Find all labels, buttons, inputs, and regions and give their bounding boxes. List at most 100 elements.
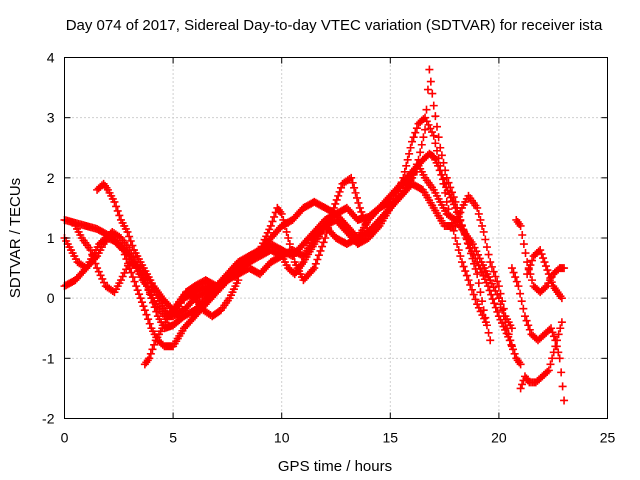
data-point — [476, 215, 485, 224]
data-point — [516, 221, 525, 230]
data-point — [130, 277, 139, 286]
data-point — [148, 345, 157, 354]
data-point — [520, 312, 529, 321]
data-point — [400, 167, 409, 176]
data-point — [133, 286, 142, 295]
data-point — [98, 274, 107, 283]
data-point — [473, 270, 482, 279]
data-point — [475, 254, 484, 263]
data-point — [473, 300, 482, 309]
data-point — [511, 273, 520, 282]
y-tick-label: 3 — [47, 110, 55, 126]
data-point — [539, 254, 548, 263]
data-point — [476, 307, 485, 316]
data-point — [126, 237, 135, 246]
data-point — [348, 178, 357, 187]
data-point — [519, 240, 528, 249]
data-point — [496, 300, 505, 309]
data-point — [478, 311, 487, 320]
data-point — [516, 289, 525, 298]
data-point — [514, 282, 523, 291]
data-point — [91, 259, 100, 268]
data-point — [474, 303, 483, 312]
data-point — [488, 295, 497, 304]
data-point — [471, 295, 480, 304]
data-point — [403, 155, 412, 164]
data-point — [140, 306, 149, 315]
series-track-d — [71, 173, 516, 333]
data-point — [509, 268, 518, 277]
data-point — [481, 235, 490, 244]
data-point — [321, 234, 330, 242]
data-point — [540, 258, 549, 267]
data-point — [117, 244, 126, 253]
x-tick-label: 10 — [274, 430, 290, 446]
data-point — [528, 276, 537, 285]
data-point — [541, 283, 550, 292]
data-point — [128, 241, 137, 250]
data-point — [423, 85, 432, 94]
data-point — [441, 188, 450, 197]
data-point — [120, 268, 129, 277]
data-point — [145, 319, 154, 328]
data-point — [449, 214, 458, 223]
data-point — [498, 306, 507, 315]
data-point — [547, 324, 556, 333]
y-tick-label: 2 — [47, 170, 55, 186]
data-point — [406, 174, 415, 183]
data-point — [116, 276, 125, 285]
data-point — [334, 191, 343, 200]
data-point — [510, 349, 519, 358]
data-point — [411, 128, 420, 137]
data-point — [469, 290, 478, 299]
data-point — [318, 242, 327, 251]
series-track-e — [93, 161, 516, 351]
data-point — [473, 203, 482, 212]
data-point — [557, 294, 566, 303]
data-point — [456, 252, 465, 261]
data-point — [429, 131, 438, 140]
y-tick-label: -1 — [42, 350, 55, 366]
data-point — [422, 105, 431, 114]
data-point — [503, 324, 512, 333]
data-point — [268, 217, 277, 226]
data-point — [431, 112, 440, 121]
data-point — [112, 202, 121, 211]
data-point — [329, 203, 338, 212]
data-point — [139, 302, 148, 311]
x-tick-label: 25 — [600, 430, 616, 446]
data-point — [476, 288, 485, 297]
data-point — [560, 396, 569, 405]
data-point — [426, 77, 435, 86]
data-point — [331, 199, 340, 208]
data-point — [457, 258, 466, 267]
data-point — [480, 314, 489, 323]
data-point — [491, 286, 500, 295]
data-point — [516, 384, 525, 393]
data-point — [80, 265, 89, 274]
chart-title: Day 074 of 2017, Sidereal Day-to-day VTE… — [66, 17, 603, 34]
data-point — [424, 120, 433, 129]
data-point — [499, 312, 508, 321]
data-point — [517, 297, 526, 306]
data-point — [541, 262, 550, 271]
data-point — [484, 250, 493, 259]
data-point — [451, 197, 460, 206]
data-point — [474, 250, 483, 259]
data-point — [551, 342, 560, 351]
data-point — [115, 211, 124, 220]
data-point — [544, 366, 553, 375]
data-point — [266, 221, 275, 230]
data-point — [234, 276, 243, 285]
data-point — [493, 307, 502, 316]
y-tick-label: 4 — [47, 50, 55, 66]
data-point — [127, 268, 136, 277]
axis-ticks: 0 5 10 15 20 25 -2 -1 0 1 2 3 4 — [42, 50, 615, 446]
data-point — [518, 380, 527, 389]
data-point — [478, 297, 487, 306]
data-point — [526, 261, 535, 270]
data-point — [406, 143, 415, 152]
data-point — [316, 246, 325, 255]
series-track-i — [523, 246, 566, 303]
